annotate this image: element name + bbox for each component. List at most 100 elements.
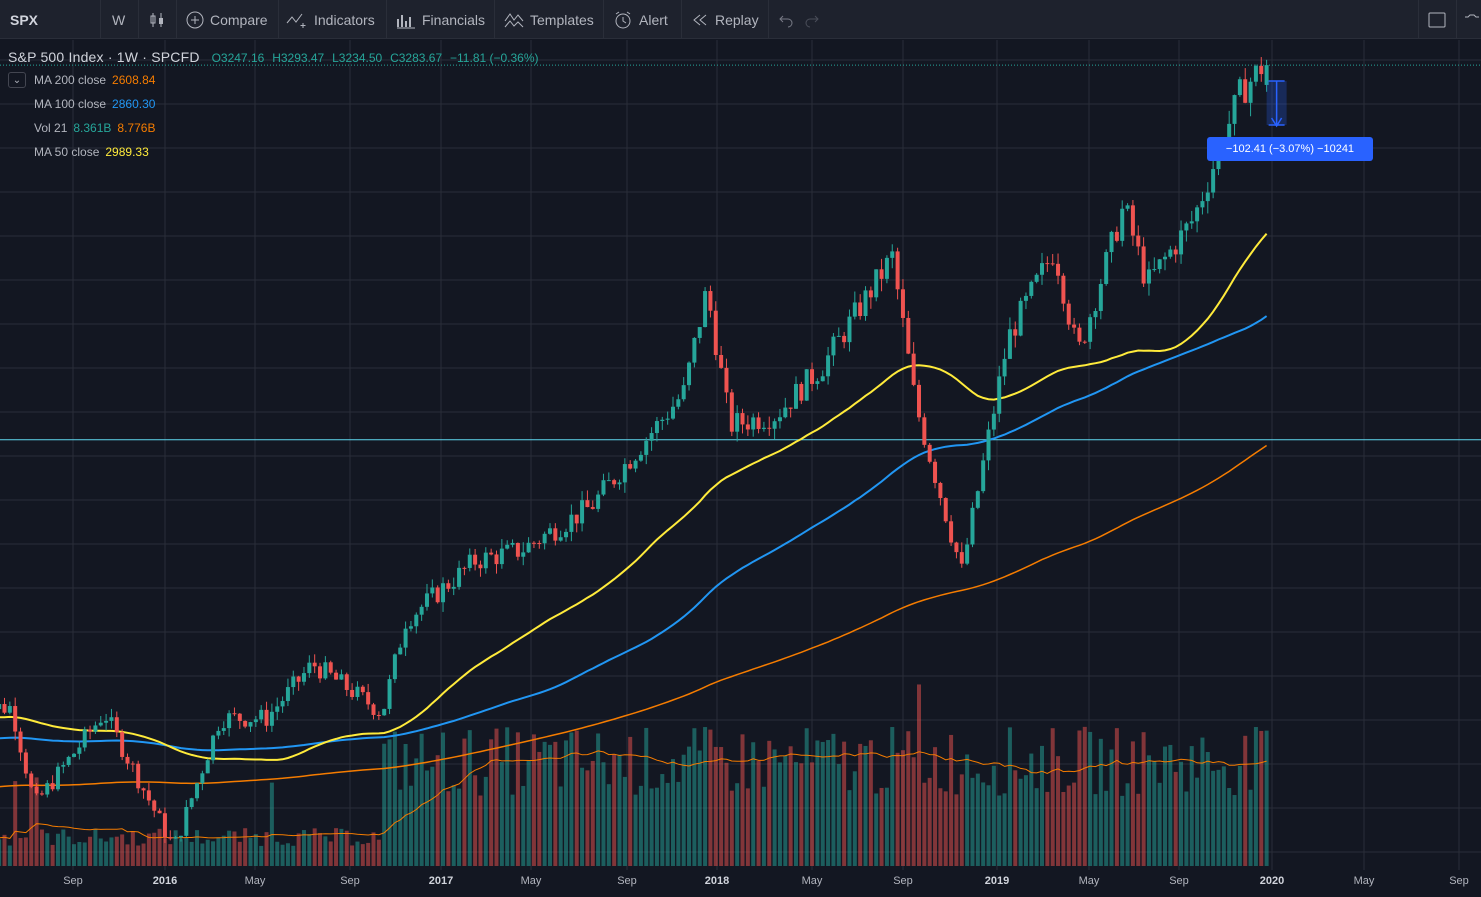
candle-body	[596, 494, 601, 509]
volume-bar	[253, 834, 258, 866]
candle-body	[1136, 235, 1141, 247]
volume-bar	[729, 790, 734, 866]
candle-body	[922, 417, 927, 445]
chart-type-button[interactable]	[148, 0, 166, 39]
toolbar-divider	[603, 0, 604, 39]
candle-body	[1163, 256, 1168, 260]
candle-body	[564, 531, 569, 538]
volume-bar	[1179, 761, 1184, 866]
candle-body	[227, 713, 232, 729]
price-chart[interactable]	[0, 40, 1481, 897]
volume-bar	[130, 831, 135, 866]
volume-bar	[136, 845, 141, 866]
financials-button[interactable]: Financials	[396, 0, 485, 39]
volume-bar	[1104, 790, 1109, 866]
legend-ma200[interactable]: MA 200 close 2608.84	[34, 73, 155, 87]
candle-body	[761, 427, 766, 429]
toolbar-divider	[386, 0, 387, 39]
volume-bar	[430, 766, 435, 866]
volume-bar	[943, 791, 948, 866]
legend-collapse-button[interactable]: ⌄	[8, 72, 26, 88]
volume-bar	[708, 729, 713, 866]
volume-bar	[88, 836, 93, 866]
volume-bar	[772, 749, 777, 866]
volume-bar	[237, 841, 242, 866]
volume-bar	[783, 755, 788, 866]
candle-body	[1002, 358, 1007, 377]
volume-bar	[189, 841, 194, 866]
volume-bar	[1093, 794, 1098, 866]
candle-body	[975, 491, 980, 508]
time-axis-label: 2019	[984, 875, 1010, 887]
interval-button[interactable]: W	[112, 0, 125, 39]
candle-body	[189, 798, 194, 807]
volume-bar	[879, 787, 884, 866]
volume-bar	[184, 837, 189, 866]
volume-bar	[173, 830, 178, 866]
volume-bar	[328, 841, 333, 866]
candle-body	[360, 686, 365, 693]
volume-bar	[585, 770, 590, 866]
redo-button[interactable]	[804, 0, 820, 39]
fullscreen-button[interactable]	[1428, 0, 1446, 39]
legend-header: S&P 500 Index · 1W · SPCFD O3247.16 H329…	[8, 49, 539, 65]
vol-ma-value: 8.776B	[117, 121, 156, 135]
toolbar-divider	[681, 0, 682, 39]
candle-body	[296, 676, 301, 682]
volume-bar	[799, 763, 804, 866]
alert-button[interactable]: Alert	[613, 0, 668, 39]
candle-body	[916, 384, 921, 418]
candle-body	[205, 760, 210, 774]
candle-body	[649, 433, 654, 441]
undo-button[interactable]	[778, 0, 794, 39]
time-axis-label: Sep	[617, 875, 637, 887]
candle-body	[1050, 263, 1055, 265]
candle-body	[376, 714, 381, 716]
candle-body	[1045, 263, 1050, 265]
candle-body	[162, 813, 167, 838]
volume-bar	[1152, 761, 1157, 866]
candle-body	[826, 355, 831, 377]
replay-button[interactable]: Replay	[691, 0, 759, 39]
candle-body	[39, 793, 44, 795]
candle-body	[874, 269, 879, 298]
volume-bar	[1098, 738, 1103, 866]
volume-bar	[687, 746, 692, 866]
camera-icon	[1465, 14, 1479, 17]
volume-bar	[1040, 745, 1045, 866]
templates-button[interactable]: Templates	[504, 0, 594, 39]
candle-body	[633, 460, 638, 469]
legend-change: −11.81 (−0.36%)	[450, 51, 539, 65]
volume-bar	[403, 744, 408, 866]
volume-bar	[114, 836, 119, 866]
symbol-search-button[interactable]: SPX	[10, 0, 38, 39]
volume-bar	[761, 786, 766, 866]
volume-bar	[98, 838, 103, 866]
vol-label: Vol 21	[34, 121, 68, 135]
candle-body	[344, 674, 349, 690]
legend-volume[interactable]: Vol 21 8.361B 8.776B	[34, 121, 155, 135]
candle-body	[457, 567, 462, 587]
measure-tool[interactable]	[1266, 80, 1287, 128]
volume-bar	[997, 795, 1002, 866]
toolbar-divider	[138, 0, 139, 39]
legend-ma100[interactable]: MA 100 close 2860.30	[34, 97, 155, 111]
volume-bar	[221, 835, 226, 866]
indicators-button[interactable]: Indicators	[286, 0, 375, 39]
volume-bar	[564, 740, 569, 866]
candle-body	[232, 713, 237, 715]
volume-bar	[424, 770, 429, 866]
volume-bar	[0, 839, 2, 866]
volume-bar	[601, 762, 606, 866]
compare-button[interactable]: Compare	[186, 0, 268, 39]
snapshot-button[interactable]	[1463, 0, 1479, 39]
volume-bar	[1173, 771, 1178, 866]
volume-bar	[606, 784, 611, 866]
volume-bar	[494, 728, 499, 866]
legend-ma50[interactable]: MA 50 close 2989.33	[34, 145, 149, 159]
volume-bar	[419, 733, 424, 866]
candle-body	[408, 626, 413, 629]
volume-bar	[970, 777, 975, 866]
candle-body	[1082, 341, 1087, 343]
volume-bar	[1237, 765, 1242, 866]
